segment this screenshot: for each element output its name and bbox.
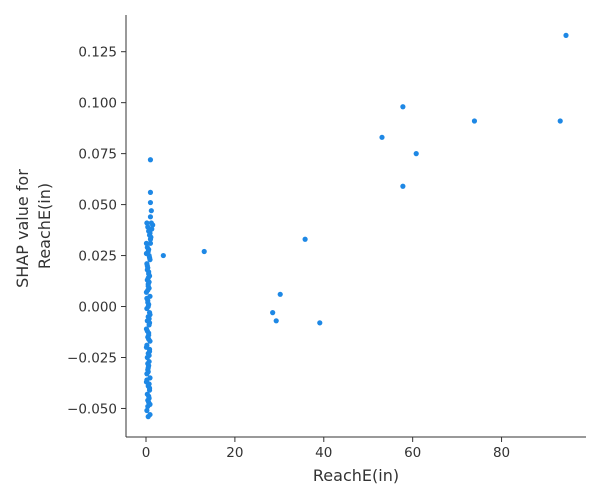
x-tick-label: 60 — [404, 445, 421, 461]
y-tick-label: −0.050 — [67, 401, 117, 417]
data-point — [146, 352, 152, 359]
data-point — [144, 267, 150, 273]
x-axis-ticks: 0 20 40 60 80 — [142, 437, 510, 461]
data-point — [145, 365, 151, 371]
data-point — [148, 220, 154, 226]
data-point — [302, 236, 308, 242]
data-point — [145, 414, 151, 420]
data-point — [146, 393, 152, 399]
y-axis-ticks: −0.050 −0.025 0.000 0.025 0.050 0.075 0.100 0.1… — [67, 45, 126, 417]
data-point — [201, 248, 207, 255]
data-point — [146, 255, 153, 261]
data-point — [145, 283, 151, 289]
x-tick-label: 80 — [493, 445, 510, 461]
data-point — [146, 232, 153, 238]
data-point — [471, 118, 478, 124]
data-point — [400, 104, 406, 110]
data-point — [557, 118, 563, 124]
data-point — [147, 312, 153, 318]
data-point — [145, 303, 151, 310]
data-point — [143, 250, 150, 257]
data-point — [379, 134, 385, 140]
data-point — [144, 377, 150, 383]
y-axis-label-line-1: SHAP value for — [13, 169, 32, 288]
y-tick-label: 0.025 — [78, 249, 117, 265]
data-point — [147, 401, 153, 407]
y-tick-label: 0.075 — [78, 147, 117, 163]
data-point — [143, 344, 150, 350]
data-point — [146, 348, 153, 354]
data-point — [145, 397, 151, 403]
data-point — [145, 287, 151, 293]
data-point — [146, 385, 153, 391]
x-tick-label: 20 — [226, 445, 243, 461]
x-tick-label: 0 — [142, 445, 151, 461]
data-point — [146, 246, 152, 253]
data-point — [147, 189, 154, 195]
data-point — [144, 263, 150, 269]
data-point — [145, 224, 151, 230]
data-point — [147, 157, 154, 163]
data-point — [147, 199, 154, 206]
data-point — [413, 151, 419, 157]
data-point — [145, 299, 151, 306]
data-point — [145, 275, 151, 281]
y-tick-label: 0.100 — [78, 96, 117, 112]
scatter-points — [143, 32, 569, 420]
x-axis-label: ReachE(in) — [313, 466, 399, 485]
y-tick-label: −0.025 — [67, 350, 117, 366]
data-point — [146, 271, 152, 277]
data-point — [147, 214, 154, 220]
data-point — [146, 381, 152, 387]
data-point — [144, 295, 150, 301]
data-point — [144, 407, 150, 414]
data-point — [146, 332, 152, 338]
data-point — [146, 316, 152, 322]
data-point — [146, 320, 153, 326]
data-point — [147, 236, 154, 242]
y-axis-label: SHAP value for ReachE(in) — [13, 164, 54, 288]
data-point — [400, 183, 406, 189]
data-point — [143, 240, 150, 246]
data-point — [317, 320, 323, 326]
y-tick-label: 0.125 — [78, 45, 117, 61]
data-point — [144, 328, 150, 334]
data-point — [146, 336, 152, 342]
data-point — [273, 318, 279, 324]
data-point — [148, 208, 154, 214]
y-axis-label-line-2: ReachE(in) — [35, 183, 54, 269]
data-point — [146, 228, 152, 234]
data-point — [144, 220, 150, 226]
data-point — [563, 32, 569, 38]
data-point — [160, 252, 166, 259]
data-point — [146, 279, 152, 285]
x-tick-label: 40 — [315, 445, 332, 461]
data-point — [277, 291, 283, 297]
data-point — [145, 361, 151, 367]
y-tick-label: 0.050 — [78, 198, 117, 214]
data-point — [270, 310, 276, 316]
data-point — [147, 240, 154, 246]
y-tick-label: 0.000 — [78, 300, 117, 316]
data-point — [145, 369, 151, 375]
